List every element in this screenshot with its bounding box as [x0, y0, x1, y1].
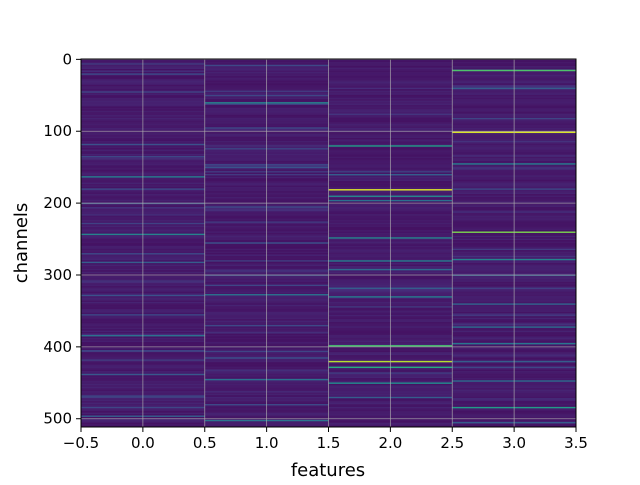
x-tick-label: −0.5	[63, 434, 99, 452]
y-tick-label: 0	[62, 50, 72, 68]
x-tick-label: 2.0	[378, 434, 402, 452]
x-tick-label: 1.5	[317, 434, 341, 452]
x-tick-label: 2.5	[440, 434, 464, 452]
y-tick-label: 200	[43, 194, 72, 212]
y-tick-label: 500	[43, 410, 72, 428]
x-axis-ticks: −0.5 0.0 0.5 1.0 1.5 2.0 2.5 3.0 3.5	[63, 427, 588, 452]
y-axis-label: channels	[11, 203, 32, 284]
x-tick-label: 3.0	[502, 434, 526, 452]
y-axis-ticks: 0 100 200 300 400 500	[43, 50, 81, 428]
x-tick-label: 0.5	[193, 434, 217, 452]
x-tick-label: 3.5	[564, 434, 588, 452]
x-tick-label: 1.0	[255, 434, 279, 452]
x-axis-label: features	[291, 460, 365, 480]
y-tick-label: 300	[43, 266, 72, 284]
x-tick-label: 0.0	[131, 434, 155, 452]
y-tick-label: 100	[43, 122, 72, 140]
y-tick-label: 400	[43, 338, 72, 356]
